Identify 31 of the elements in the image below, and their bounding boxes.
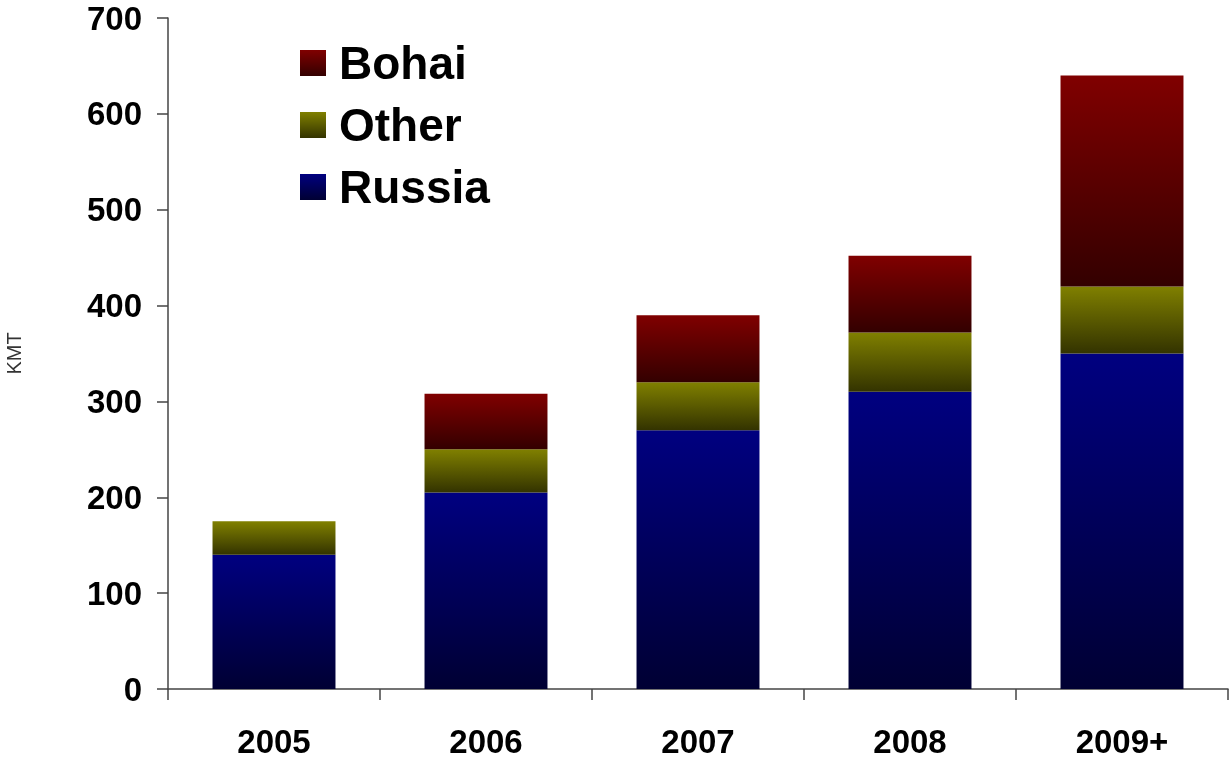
y-tick-label: 300 [86,382,142,420]
bar [212,554,336,689]
legend-label: Other [339,99,462,151]
y-tick-label: 100 [86,574,142,612]
x-tick-label: 2007 [661,723,735,758]
y-tick-label: 0 [123,670,142,708]
bar [848,255,972,333]
y-tick-label: 600 [86,95,142,133]
x-tick-label: 2005 [237,723,311,758]
x-tick-label: 2008 [873,723,947,758]
y-axis-title: KMT [3,332,25,375]
bar [848,391,972,689]
legend-label: Bohai [339,37,467,89]
bar [636,315,760,383]
bar [636,430,760,689]
x-tick-label: 2006 [449,723,523,758]
bar [424,393,548,450]
bar [848,332,972,392]
bar [424,449,548,493]
y-tick-label: 400 [86,287,142,325]
bar [1060,353,1184,689]
bar [212,521,336,555]
x-tick-label: 2009+ [1075,723,1169,758]
y-tick-label: 700 [86,0,142,37]
y-tick-label: 500 [86,191,142,229]
bar [1060,286,1184,354]
bar [636,382,760,431]
bar [424,492,548,689]
y-tick-label: 200 [86,478,142,516]
legend-label: Russia [339,161,491,213]
bar [1060,75,1184,287]
